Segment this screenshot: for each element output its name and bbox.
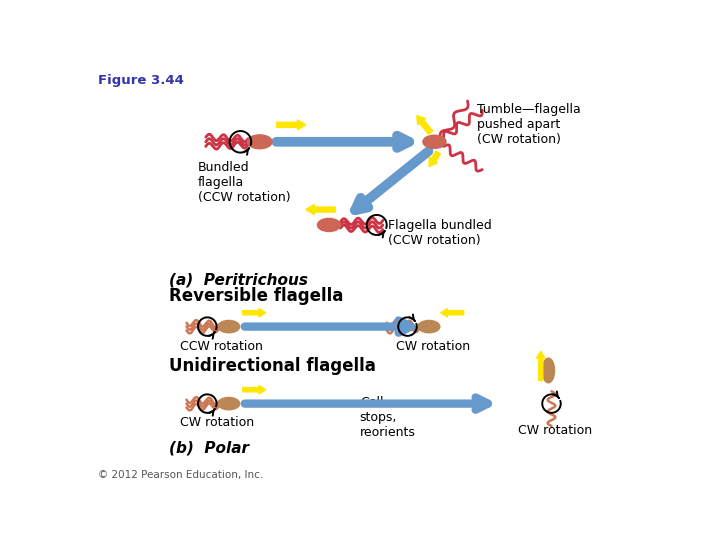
- Text: Figure 3.44: Figure 3.44: [98, 74, 184, 87]
- Ellipse shape: [218, 320, 240, 333]
- Text: CW rotation: CW rotation: [518, 424, 592, 437]
- Text: CW rotation: CW rotation: [396, 340, 470, 353]
- FancyArrow shape: [243, 386, 266, 394]
- Text: Tumble—flagella
pushed apart
(CW rotation): Tumble—flagella pushed apart (CW rotatio…: [477, 103, 580, 146]
- Text: Bundled
flagella
(CCW rotation): Bundled flagella (CCW rotation): [198, 161, 291, 204]
- FancyArrow shape: [429, 151, 441, 166]
- FancyArrow shape: [417, 116, 433, 134]
- Text: Flagella bundled
(CCW rotation): Flagella bundled (CCW rotation): [388, 219, 492, 247]
- FancyArrow shape: [441, 308, 464, 317]
- Text: (a)  Peritrichous: (a) Peritrichous: [168, 273, 308, 288]
- Ellipse shape: [418, 320, 440, 333]
- Ellipse shape: [542, 358, 554, 383]
- Text: CW rotation: CW rotation: [180, 416, 254, 429]
- FancyArrow shape: [243, 308, 266, 317]
- Text: Unidirectional flagella: Unidirectional flagella: [168, 357, 376, 375]
- Text: Reversible flagella: Reversible flagella: [168, 287, 343, 305]
- Text: (b)  Polar: (b) Polar: [168, 441, 249, 456]
- FancyArrow shape: [306, 205, 335, 214]
- Ellipse shape: [318, 218, 341, 232]
- Text: CCW rotation: CCW rotation: [180, 340, 264, 353]
- Ellipse shape: [248, 135, 272, 148]
- FancyArrow shape: [536, 351, 545, 381]
- Text: Cell
stops,
reorients: Cell stops, reorients: [360, 396, 415, 439]
- FancyArrow shape: [276, 120, 306, 130]
- Ellipse shape: [218, 397, 240, 410]
- Text: © 2012 Pearson Education, Inc.: © 2012 Pearson Education, Inc.: [98, 470, 264, 480]
- Ellipse shape: [423, 135, 446, 148]
